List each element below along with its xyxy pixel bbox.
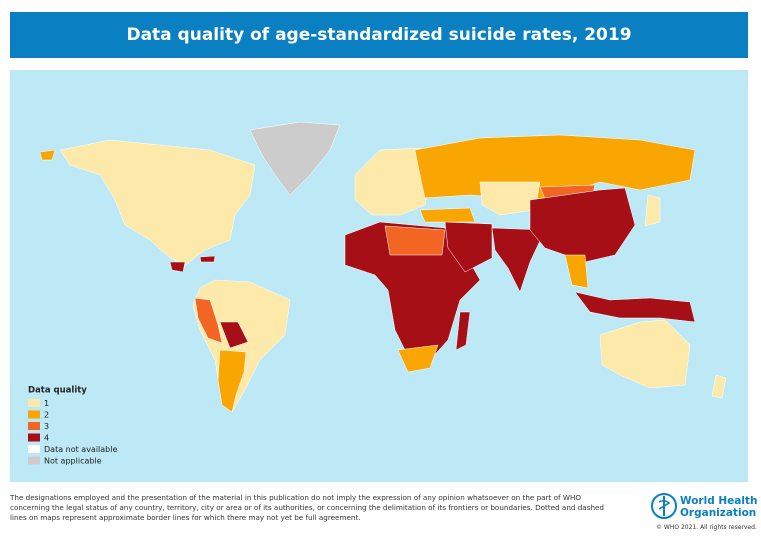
china <box>529 187 636 263</box>
legend-swatch <box>28 399 40 407</box>
europe <box>354 147 431 216</box>
legend: Data quality 1 2 3 4 Data not available Not a… <box>28 386 117 466</box>
legend-swatch <box>28 445 40 453</box>
new-zealand <box>711 374 727 399</box>
madagascar <box>455 311 471 351</box>
middle-east <box>444 221 493 273</box>
japan <box>644 194 661 227</box>
indonesia <box>574 291 696 323</box>
legend-label: Data not available <box>44 445 117 454</box>
who-emblem <box>651 493 677 519</box>
legend-swatch <box>28 433 40 442</box>
legend-label: 3 <box>44 422 49 431</box>
greenland <box>249 121 341 196</box>
alaska-part <box>39 149 56 161</box>
legend-swatch <box>28 456 40 465</box>
disclaimer: The designations employed and the presen… <box>10 493 604 522</box>
legend-label: 2 <box>44 411 49 420</box>
countries <box>39 121 727 413</box>
australia <box>599 319 691 389</box>
legend-label: 1 <box>44 399 49 408</box>
central-america <box>169 261 186 273</box>
kazakhstan <box>479 181 541 216</box>
caribbean <box>199 255 216 263</box>
copyright: © WHO 2021. All rights reserved. <box>656 524 757 531</box>
legend-title: Data quality <box>28 386 87 396</box>
south-africa <box>397 344 439 373</box>
legend-swatch <box>28 422 40 430</box>
north-america <box>59 139 256 266</box>
org-name-line2: Organization <box>680 507 757 519</box>
legend-label: Not applicable <box>44 457 102 466</box>
north-africa <box>384 225 446 256</box>
legend-swatch <box>28 410 40 419</box>
map-title: Data quality of age-standardized suicide… <box>10 12 748 58</box>
org-name-line1: World Health <box>680 495 758 507</box>
peru <box>194 297 223 344</box>
turkey-region <box>419 207 476 223</box>
argentina-chile <box>217 349 247 413</box>
legend-label: 4 <box>44 434 49 443</box>
map: Data quality 1 2 3 4 Data not available Not a… <box>10 70 748 482</box>
se-asia <box>564 254 589 289</box>
bolivia <box>219 321 249 349</box>
